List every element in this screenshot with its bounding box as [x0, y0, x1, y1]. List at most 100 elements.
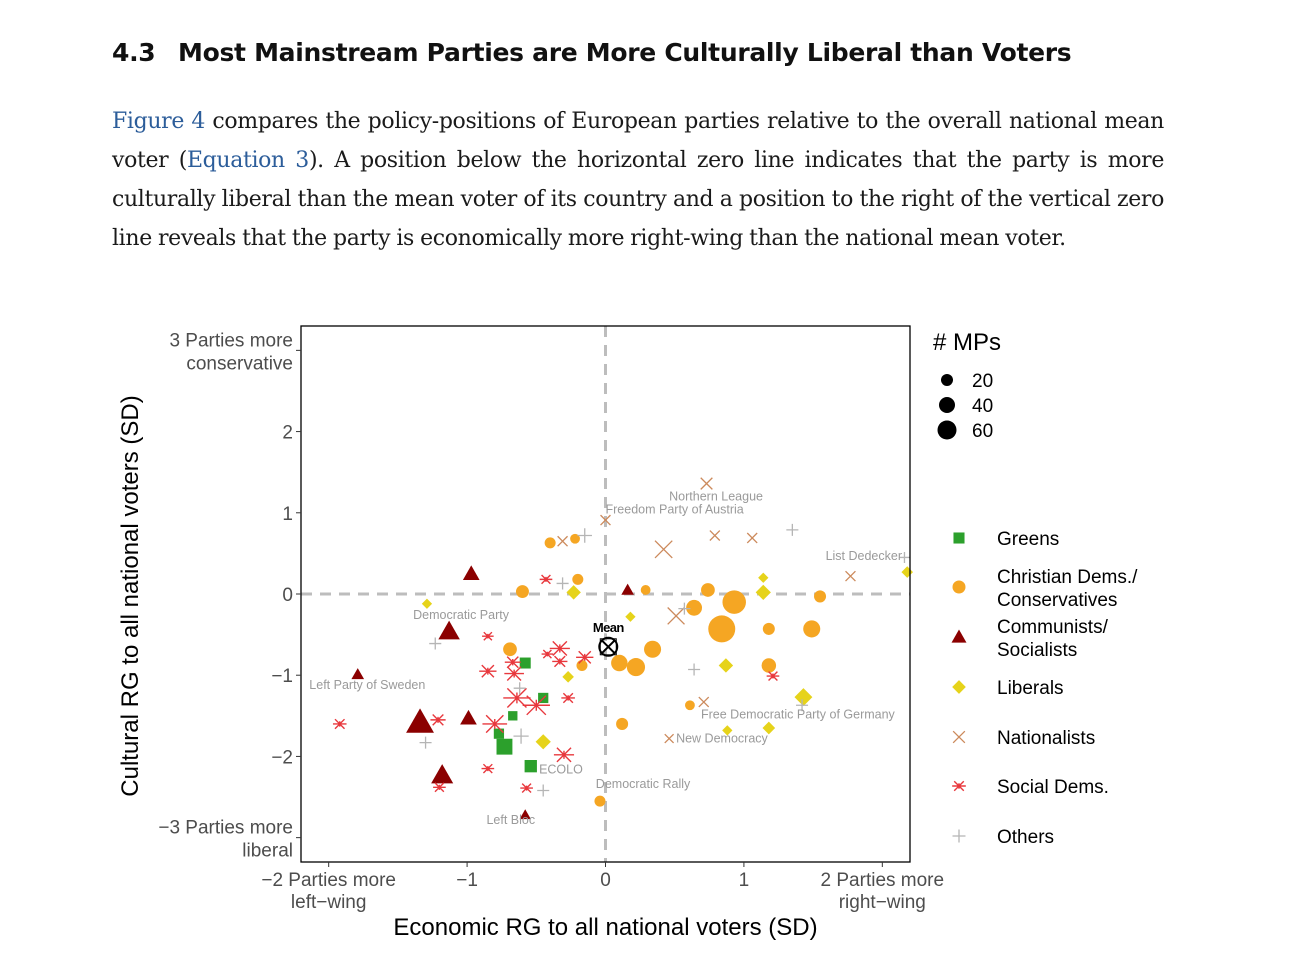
- x-tick-label: left−wing: [291, 892, 367, 913]
- size-legend-marker: [939, 397, 955, 413]
- equation-link[interactable]: Equation 3: [186, 148, 309, 173]
- legend-label-liberals: Liberals: [997, 678, 1064, 699]
- legend-marker-nationalists: [952, 730, 966, 744]
- legend-marker-social-dems: [952, 780, 966, 792]
- point-greens: [519, 657, 531, 669]
- point-communists-socialists: [621, 583, 634, 595]
- point-christian-dems-conservatives: [515, 585, 529, 599]
- point-social-dems: [479, 664, 497, 678]
- legend-label-nationalists: Nationalists: [997, 728, 1095, 749]
- size-legend-label: 40: [972, 396, 993, 417]
- annotation-ecolo: ECOLO: [539, 762, 583, 776]
- point-social-dems: [541, 649, 554, 659]
- legend-label-christian-dems-conservatives: Conservatives: [997, 590, 1117, 611]
- point-social-dems: [332, 718, 347, 730]
- size-legend-marker: [941, 374, 953, 386]
- point-communists-socialists: [460, 709, 477, 725]
- point-liberals: [722, 725, 733, 736]
- annotation-left-bloc: Left Bloc: [486, 813, 535, 827]
- legend-marker-others: [952, 829, 966, 843]
- paragraph-text-part2: ). A position below the horizontal zero …: [112, 148, 1164, 251]
- body-paragraph: Figure 4 compares the policy-positions o…: [112, 102, 1164, 258]
- point-liberals: [625, 611, 636, 622]
- point-social-dems: [482, 631, 494, 641]
- figure-link[interactable]: Figure 4: [112, 109, 205, 134]
- point-christian-dems-conservatives: [701, 583, 715, 597]
- size-legend-title: # MPs: [933, 329, 1001, 356]
- paragraph-text-part1: compares the policy-positions of Europea…: [112, 109, 1165, 173]
- point-social-dems: [504, 666, 524, 681]
- point-christian-dems-conservatives: [762, 622, 775, 635]
- point-communists-socialists: [462, 565, 480, 580]
- y-tick-label: 2: [282, 423, 293, 444]
- point-christian-dems-conservatives: [570, 533, 580, 544]
- point-christian-dems-conservatives: [803, 620, 821, 638]
- x-tick-label: right−wing: [839, 892, 926, 913]
- point-christian-dems-conservatives: [708, 615, 736, 643]
- annotation-list-dedecker: List Dedecker: [826, 549, 902, 563]
- point-others: [537, 784, 550, 797]
- mean-marker: [598, 636, 619, 657]
- point-others: [419, 736, 432, 749]
- y-axis-title: Cultural RG to all national voters (SD): [117, 395, 144, 796]
- legend-label-others: Others: [997, 827, 1054, 848]
- y-tick-label: liberal: [242, 841, 293, 862]
- point-christian-dems-conservatives: [611, 654, 628, 672]
- legend-marker-communists-socialists: [951, 629, 967, 643]
- point-social-dems: [430, 714, 446, 726]
- point-social-dems: [433, 782, 446, 793]
- point-christian-dems-conservatives: [626, 658, 646, 677]
- section-heading: 4.3 Most Mainstream Parties are More Cult…: [112, 38, 1072, 67]
- point-greens: [493, 728, 505, 739]
- point-liberals: [718, 658, 734, 673]
- point-others: [513, 728, 529, 744]
- size-legend-label: 20: [972, 371, 993, 392]
- point-christian-dems-conservatives: [544, 537, 556, 549]
- mean-label: Mean: [593, 620, 624, 635]
- point-christian-dems-conservatives: [686, 599, 703, 616]
- point-social-dems: [552, 655, 568, 668]
- point-christian-dems-conservatives: [616, 717, 629, 730]
- point-social-dems: [576, 650, 594, 664]
- y-tick-label: 3 Parties more: [169, 330, 293, 351]
- size-legend-marker: [937, 420, 957, 440]
- y-tick-label: 0: [282, 585, 293, 606]
- point-social-dems: [481, 763, 495, 774]
- y-tick-label: conservative: [186, 353, 293, 374]
- annotation-northern-league: Northern League: [669, 490, 763, 504]
- point-liberals: [755, 584, 771, 600]
- point-communists-socialists: [431, 764, 454, 784]
- point-communists-socialists: [519, 809, 531, 820]
- point-nationalists: [654, 540, 673, 559]
- point-others: [429, 637, 442, 650]
- point-social-dems: [520, 783, 533, 794]
- plot-area: [301, 326, 910, 862]
- point-liberals: [566, 585, 581, 600]
- point-others: [513, 682, 526, 695]
- point-social-dems: [553, 747, 575, 763]
- annotation-democratic-party: Democratic Party: [413, 608, 510, 622]
- legend-marker-liberals: [952, 680, 966, 694]
- point-christian-dems-conservatives: [594, 795, 606, 807]
- point-others: [898, 551, 910, 563]
- annotation-left-party-of-sweden: Left Party of Sweden: [309, 678, 425, 692]
- point-social-dems: [539, 574, 553, 585]
- point-christian-dems-conservatives: [576, 659, 588, 671]
- point-christian-dems-conservatives: [814, 590, 827, 603]
- point-christian-dems-conservatives: [572, 573, 584, 585]
- point-others: [678, 602, 691, 615]
- point-greens: [524, 760, 537, 773]
- point-social-dems: [561, 692, 575, 704]
- legend-marker-greens: [953, 532, 965, 544]
- point-social-dems: [522, 695, 550, 716]
- y-tick-label: −2: [271, 747, 293, 768]
- x-axis-title: Economic RG to all national voters (SD): [393, 914, 817, 941]
- point-communists-socialists: [351, 668, 365, 680]
- y-tick-label: −1: [271, 666, 293, 687]
- point-christian-dems-conservatives: [722, 590, 746, 614]
- annotation-democratic-rally: Democratic Rally: [596, 777, 691, 791]
- legend-label-communists-socialists: Socialists: [997, 640, 1077, 661]
